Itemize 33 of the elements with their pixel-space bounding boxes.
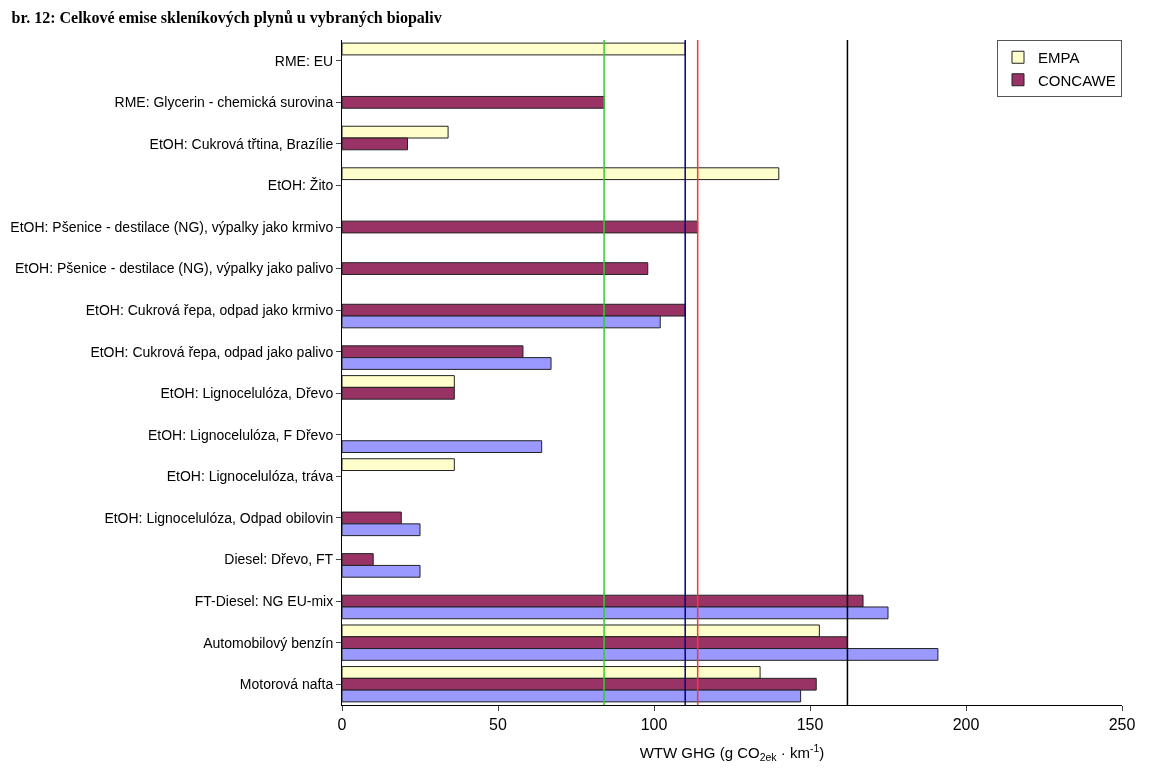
legend-label: CONCAWE bbox=[1038, 71, 1116, 89]
legend-label: EMPA bbox=[1038, 49, 1080, 67]
bar bbox=[342, 458, 455, 472]
x-tick-label: 150 bbox=[796, 716, 824, 734]
y-tick-label: Automobilový benzín bbox=[203, 634, 334, 651]
y-tick-label: EtOH: Lignocelulóza, tráva bbox=[166, 468, 334, 485]
x-tick-label: 200 bbox=[952, 716, 980, 734]
y-tick-label: Motorová nafta bbox=[239, 676, 334, 693]
y-tick-label: EtOH: Pšenice - destilace (NG), výpalky jako krmivo bbox=[10, 218, 334, 235]
y-tick-label: EtOH: Cukrová řepa, odpad jako krmivo bbox=[85, 302, 334, 319]
y-tick-label: EtOH: Lignocelulóza, Odpad obilovin bbox=[104, 509, 334, 526]
bar bbox=[342, 440, 543, 454]
bar bbox=[342, 42, 686, 56]
y-tick-label: EtOH: Lignocelulóza, F Dřevo bbox=[148, 426, 334, 443]
x-tick-label: 0 bbox=[337, 716, 347, 734]
x-tick-label: 100 bbox=[640, 716, 668, 734]
y-tick-label: RME: Glycerin - chemická surovina bbox=[114, 94, 334, 111]
x-tick-label: 250 bbox=[1108, 716, 1136, 734]
y-tick-label: RME: EU bbox=[274, 52, 334, 69]
x-tick-label: 50 bbox=[489, 716, 507, 734]
y-tick-label: EtOH: Pšenice - destilace (NG), výpalky jako palivo bbox=[14, 260, 334, 277]
y-tick-label: FT-Diesel: NG EU-mix bbox=[194, 592, 334, 609]
y-tick-label: EtOH: Cukrová třtina, Brazílie bbox=[149, 135, 334, 152]
bar bbox=[342, 262, 649, 275]
y-tick-label: EtOH: Lignocelulóza, Dřevo bbox=[160, 385, 334, 402]
bar bbox=[342, 95, 605, 109]
x-axis-title: WTW GHG (g CO$_{2ek}$ · km$^{-1}$) bbox=[639, 741, 825, 764]
y-tick-label: Diesel: Dřevo, FT bbox=[224, 551, 334, 568]
y-tick-label: EtOH: Žito bbox=[267, 177, 334, 194]
chart-title: br. 12: Celkové emise skleníkových plynů u vybraných biopaliv bbox=[11, 8, 442, 27]
bar bbox=[342, 167, 780, 181]
y-tick-label: EtOH: Cukrová řepa, odpad jako palivo bbox=[90, 343, 334, 360]
bar bbox=[342, 220, 699, 234]
